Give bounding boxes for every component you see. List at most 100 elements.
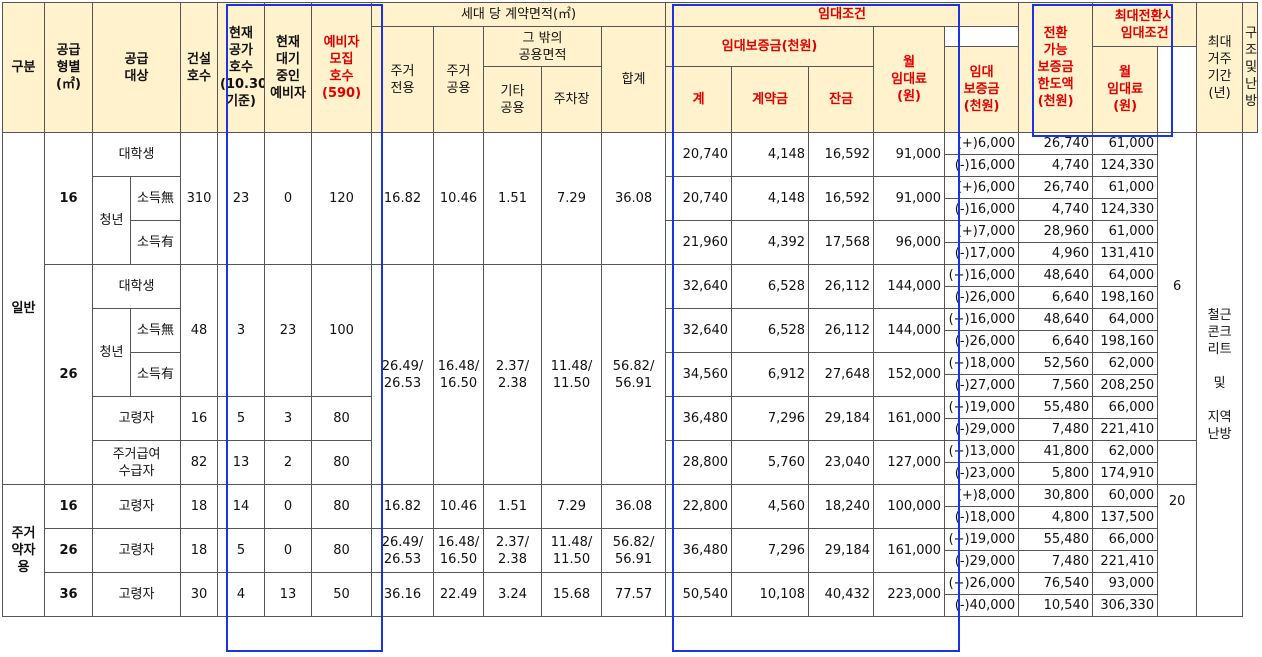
header-max-monthly: 월 임대료 (원) (1092, 46, 1159, 133)
built-count: 48 (180, 264, 219, 397)
max-monthly: 208,250 (1092, 374, 1159, 397)
table-row: (-)16,000 4,740 124,330 (3, 198, 1258, 221)
monthly-rent: 144,000 (873, 308, 946, 353)
area-common: 10.46 (433, 132, 485, 265)
deposit-contract: 4,560 (731, 484, 810, 529)
type-26: 26 (44, 528, 93, 573)
max-monthly: 93,000 (1092, 572, 1159, 595)
table-row: 고령자 16 5 3 80 36,480 7,296 29,184 161,00… (3, 396, 1258, 441)
area-private: 26.49/ 26.53 (371, 528, 435, 573)
deposit-contract: 6,912 (731, 352, 810, 397)
header-rent-group: 임대조건 (665, 2, 1020, 27)
header-area-group: 세대 당 계약면적(㎡) (371, 2, 667, 27)
table-header: 구분 공급 형별 (㎡) 공급 대상 건설 호수 현재 공가 호수 (10.30… (2, 2, 1258, 133)
max-monthly: 221,410 (1092, 418, 1159, 441)
target-student: 대학생 (91, 132, 182, 177)
table-row: (-)17,000 4,960 131,410 (3, 242, 1258, 265)
area-parking: 15.68 (541, 572, 603, 617)
max-deposit: 7,480 (1018, 418, 1094, 441)
built-count: 30 (180, 572, 219, 617)
deposit-contract: 7,296 (731, 396, 810, 441)
waiting-count: 13 (264, 572, 313, 617)
max-deposit: 52,560 (1018, 352, 1094, 375)
max-monthly: 124,330 (1092, 198, 1159, 221)
max-monthly: 64,000 (1092, 264, 1159, 287)
deposit-balance: 17,568 (808, 220, 875, 265)
target-no-income: 소득無 (129, 176, 182, 221)
monthly-rent: 91,000 (873, 132, 946, 177)
deposit-balance: 27,648 (808, 352, 875, 397)
max-deposit: 76,540 (1018, 572, 1094, 595)
monthly-rent: 100,000 (873, 484, 946, 529)
vacant-count: 3 (217, 264, 266, 397)
deposit-contract: 5,760 (731, 440, 810, 485)
deposit-total: 50,540 (665, 572, 733, 617)
header-area-private: 주거 전용 (371, 26, 435, 133)
type-26: 26 (44, 264, 93, 485)
convertible-minus: (-)16,000 (944, 154, 1020, 177)
area-private: 36.16 (371, 572, 435, 617)
deposit-total: 32,640 (665, 308, 733, 353)
table-row: (-)26,000 6,640 198,160 (3, 330, 1258, 353)
monthly-rent: 223,000 (873, 572, 946, 617)
header-convertible: 전환 가능 보증금 한도액 (천원) (1018, 2, 1094, 133)
max-deposit: 30,800 (1018, 484, 1094, 507)
monthly-rent: 152,000 (873, 352, 946, 397)
max-deposit: 4,740 (1018, 154, 1094, 177)
type-16: 16 (44, 132, 93, 265)
max-monthly: 62,000 (1092, 440, 1159, 463)
convertible-minus: (-)18,000 (944, 506, 1020, 529)
header-structure: 구조 및 난방 (1242, 2, 1258, 133)
header-monthly: 월 임대료 (원) (873, 26, 946, 133)
convertible-minus: (-)23,000 (944, 462, 1020, 485)
table-row: 26 고령자 18 5 0 80 26.49/ 26.53 16.48/ 16.… (3, 528, 1258, 573)
max-period-6: 6 (1157, 132, 1198, 441)
monthly-rent: 161,000 (873, 396, 946, 441)
convertible-minus: (-)26,000 (944, 330, 1020, 353)
max-deposit: 4,740 (1018, 198, 1094, 221)
waiting-count: 0 (264, 484, 313, 529)
area-common: 10.46 (433, 484, 485, 529)
header-area-common: 주거 공용 (433, 26, 485, 133)
header-area-other: 기타 공용 (483, 66, 543, 133)
area-parking: 7.29 (541, 484, 603, 529)
type-16: 16 (44, 484, 93, 529)
max-monthly: 174,910 (1092, 462, 1159, 485)
max-monthly: 131,410 (1092, 242, 1159, 265)
deposit-contract: 7,296 (731, 528, 810, 573)
convertible-plus: (+)19,000 (944, 396, 1020, 419)
header-deposit-total: 계 (665, 66, 733, 133)
convertible-minus: (-)16,000 (944, 198, 1020, 221)
max-deposit: 41,800 (1018, 440, 1094, 463)
monthly-rent: 144,000 (873, 264, 946, 309)
deposit-contract: 4,148 (731, 176, 810, 221)
waiting-count: 0 (264, 528, 313, 573)
recruit-count: 80 (311, 528, 373, 573)
vacant-count: 5 (217, 396, 266, 441)
max-deposit: 28,960 (1018, 220, 1094, 243)
vacant-count: 23 (217, 132, 266, 265)
vacant-count: 13 (217, 440, 266, 485)
recruit-count: 50 (311, 572, 373, 617)
built-count: 18 (180, 484, 219, 529)
target-elderly: 고령자 (91, 572, 182, 617)
convertible-plus: (+)19,000 (944, 528, 1020, 551)
header-target: 공급 대상 (91, 2, 182, 133)
max-deposit: 26,740 (1018, 176, 1094, 199)
area-total: 36.08 (601, 132, 667, 265)
area-other: 2.37/ 2.38 (483, 264, 543, 485)
max-deposit: 55,480 (1018, 396, 1094, 419)
waiting-count: 3 (264, 396, 313, 441)
max-deposit: 7,480 (1018, 550, 1094, 573)
area-other: 1.51 (483, 132, 543, 265)
header-deposit-group: 임대보증금(천원) (665, 26, 875, 67)
header-built: 건설 호수 (180, 2, 219, 133)
convertible-minus: (-)29,000 (944, 550, 1020, 573)
monthly-rent: 96,000 (873, 220, 946, 265)
deposit-total: 34,560 (665, 352, 733, 397)
max-deposit: 6,640 (1018, 330, 1094, 353)
target-elderly: 고령자 (91, 396, 182, 441)
max-monthly: 66,000 (1092, 528, 1159, 551)
deposit-contract: 6,528 (731, 264, 810, 309)
deposit-balance: 29,184 (808, 528, 875, 573)
